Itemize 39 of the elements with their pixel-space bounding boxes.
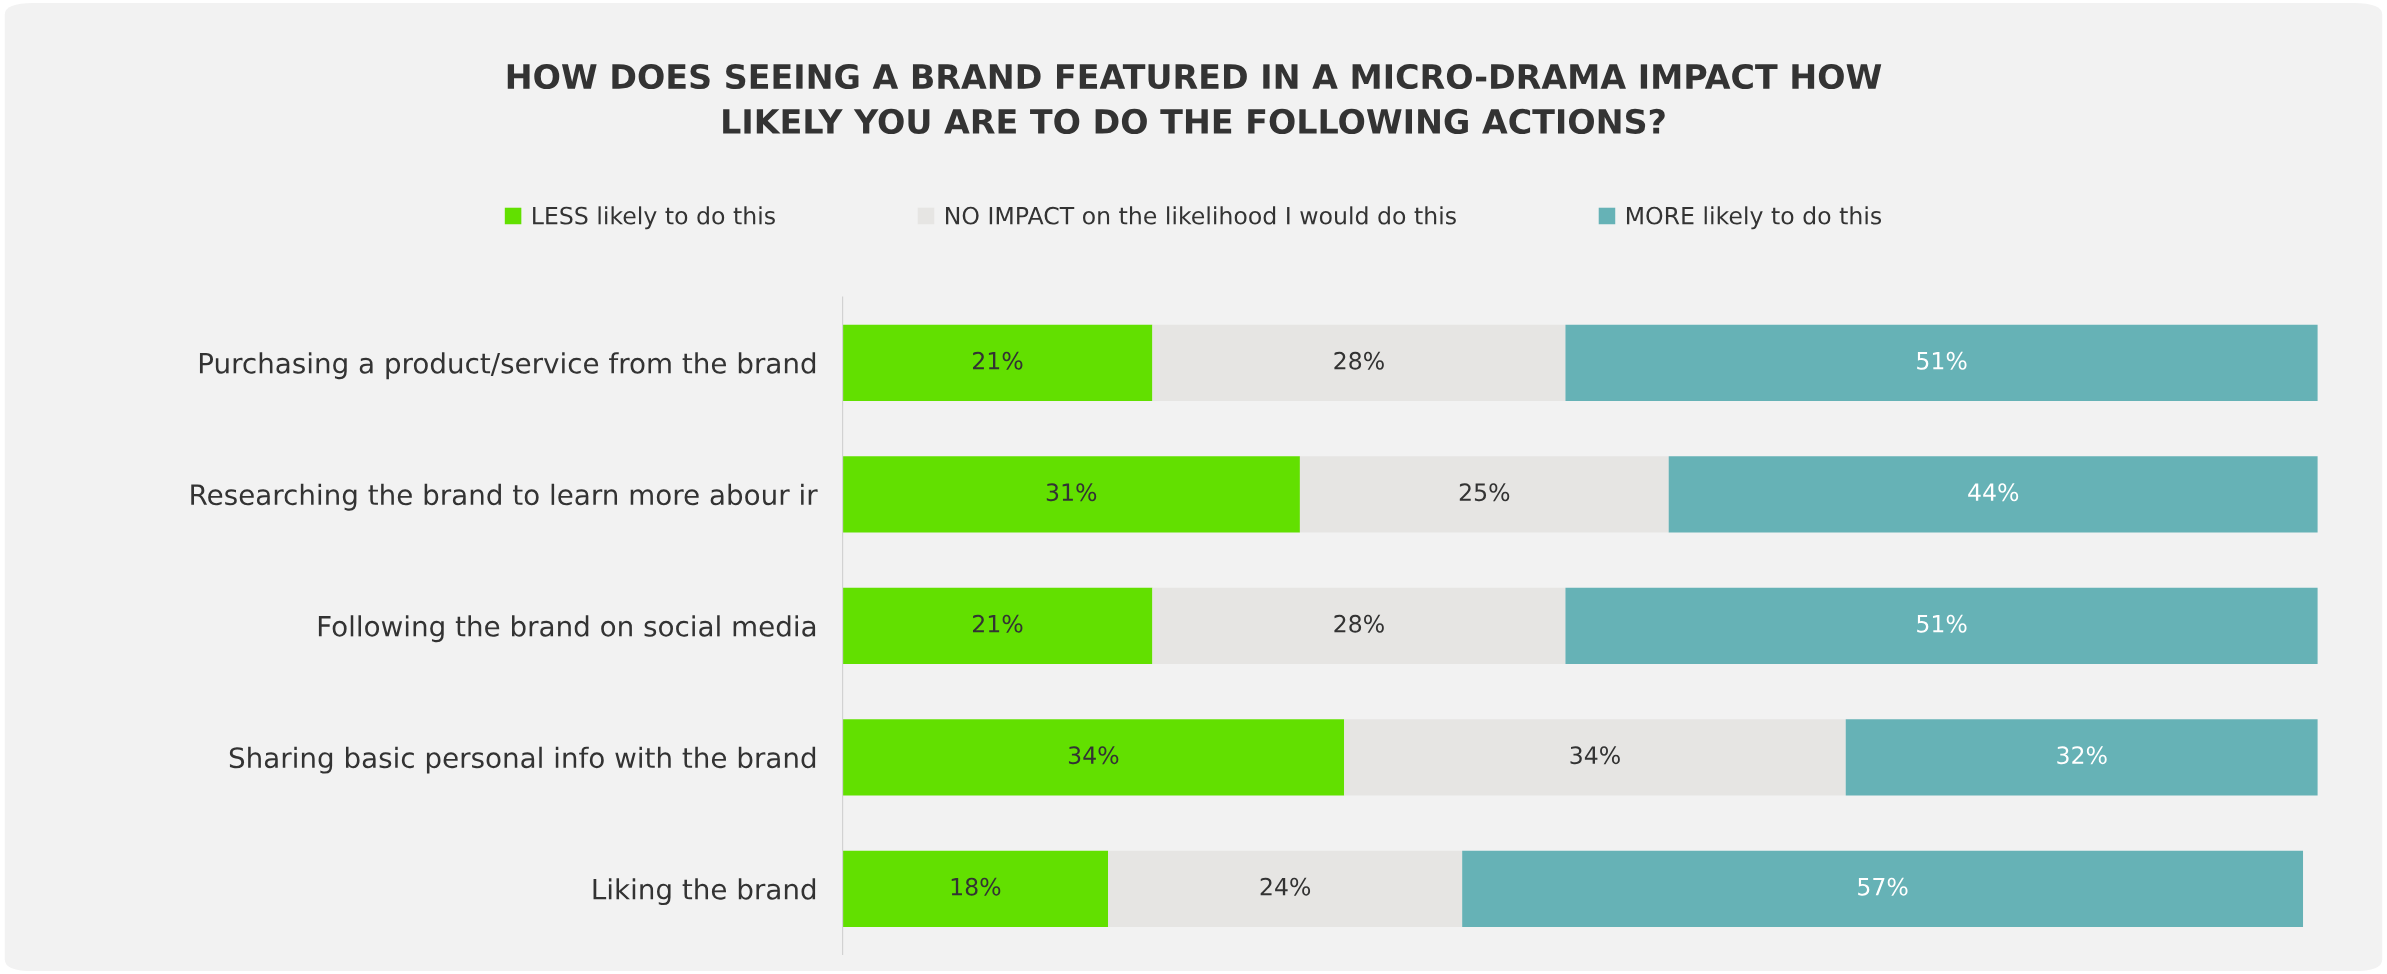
data-label: 34% [1570,746,1620,765]
data-label: 51% [1917,351,1967,370]
data-label: 24% [1260,877,1311,896]
legend-label: MORE likely to do this [1626,206,1882,230]
bar [842,456,1300,533]
data-label: 31% [1046,483,1097,502]
legend-label: LESS likely to do this [533,206,775,230]
bar [1668,456,2318,533]
bar [1462,850,2304,927]
data-label: 21% [972,614,1023,633]
y-tick-label: Following the brand on social media [318,615,816,643]
bar [1108,850,1463,927]
bar [1565,324,2318,401]
data-label: 28% [1334,351,1384,370]
bar [842,719,1345,796]
bar [1152,324,1566,401]
bar [1565,587,2318,664]
bar [1152,587,1566,664]
data-label: 21% [972,351,1023,370]
data-label: 28% [1334,614,1384,633]
y-tick-label: Sharing basic personal info with the brand [229,746,816,774]
data-label: 34% [1068,746,1119,765]
data-label: 25% [1459,483,1510,502]
bar [842,324,1153,401]
data-label: 57% [1858,877,1908,896]
bar [1299,456,1669,533]
data-label: 44% [1968,483,2019,502]
bar [842,850,1109,927]
data-label: 32% [2057,746,2107,765]
legend-label: NO IMPACT on the likelihood I would do this [946,206,1456,225]
data-label: 51% [1917,614,1967,633]
bar [1344,719,1846,796]
data-label: 18% [951,877,1001,896]
bar [842,587,1153,664]
y-tick-label: Purchasing a product/service from the brand [199,352,816,380]
y-tick-label: Liking the brand [593,878,816,906]
y-tick-label: Researching the brand to learn more abour ir [191,483,818,511]
chart-title: HOW DOES SEEING A BRAND FEATURED IN A MICRO-DRAMA IMPACT HOW LIKELY YOU ARE TO DO THE FOLLOWING ACTIONS? [507,63,1882,135]
bar [1845,719,2318,796]
